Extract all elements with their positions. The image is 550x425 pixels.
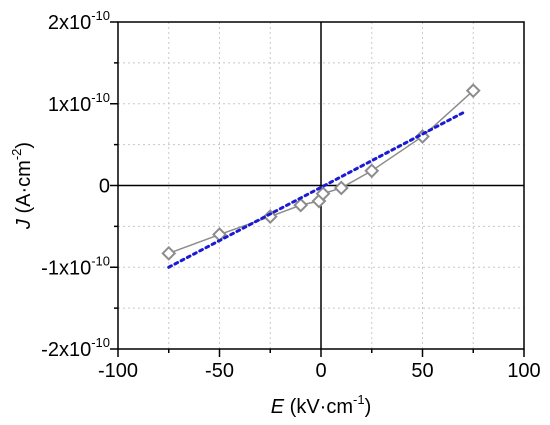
x-tick-label: -100 [98, 360, 138, 382]
y-tick-label: 2x10-10 [48, 8, 110, 34]
data-point [315, 186, 331, 202]
data-point [465, 83, 481, 99]
y-axis-symbol: J [13, 218, 35, 230]
y-tick-label-base: -2x10 [41, 339, 91, 361]
y-tick-label-base: 1x10 [48, 94, 91, 116]
ticks [110, 21, 525, 357]
y-tick-label-exponent: -10 [91, 8, 110, 23]
y-tick-label-base: -1x10 [41, 257, 91, 279]
data-point [364, 163, 380, 179]
y-tick-label: -2x10-10 [41, 335, 110, 361]
y-tick-label: -1x10-10 [41, 253, 110, 279]
x-tick-label: 100 [507, 360, 540, 382]
series [161, 83, 481, 269]
y-axis-unit-exponent: -2 [9, 149, 24, 161]
x-tick-label: -50 [205, 360, 234, 382]
y-tick-label-exponent: -10 [91, 90, 110, 105]
fit-line [167, 111, 465, 269]
y-axis-title: J (A·cm-2) [9, 142, 35, 230]
x-tick-label: 0 [315, 360, 326, 382]
y-tick-label: 0 [99, 176, 110, 198]
data-point [293, 197, 309, 213]
y-tick-label-exponent: -10 [91, 253, 110, 268]
tick-labels: -100 -50 0 50 1002x10-101x10-100-1x10-10-2x1… [41, 8, 541, 382]
data-point [161, 245, 177, 261]
x-axis-unit: (kV·cm [284, 396, 353, 418]
data-point [333, 180, 349, 196]
x-tick-label: 50 [411, 360, 433, 382]
y-tick-label-base: 2x10 [48, 12, 91, 34]
x-axis-unit-close: ) [365, 396, 372, 418]
zero-lines [118, 22, 524, 349]
x-axis-title: E (kV·cm-1) [271, 392, 371, 418]
y-axis-unit: (A·cm [13, 160, 35, 219]
data-point [262, 209, 278, 224]
x-axis-symbol: E [271, 396, 285, 418]
y-tick-label-base: 0 [99, 176, 110, 198]
y-tick-label-exponent: -10 [91, 335, 110, 350]
x-axis-unit-exponent: -1 [353, 392, 365, 407]
y-tick-label: 1x10-10 [48, 90, 110, 116]
y-axis-unit-close: ) [13, 142, 35, 149]
